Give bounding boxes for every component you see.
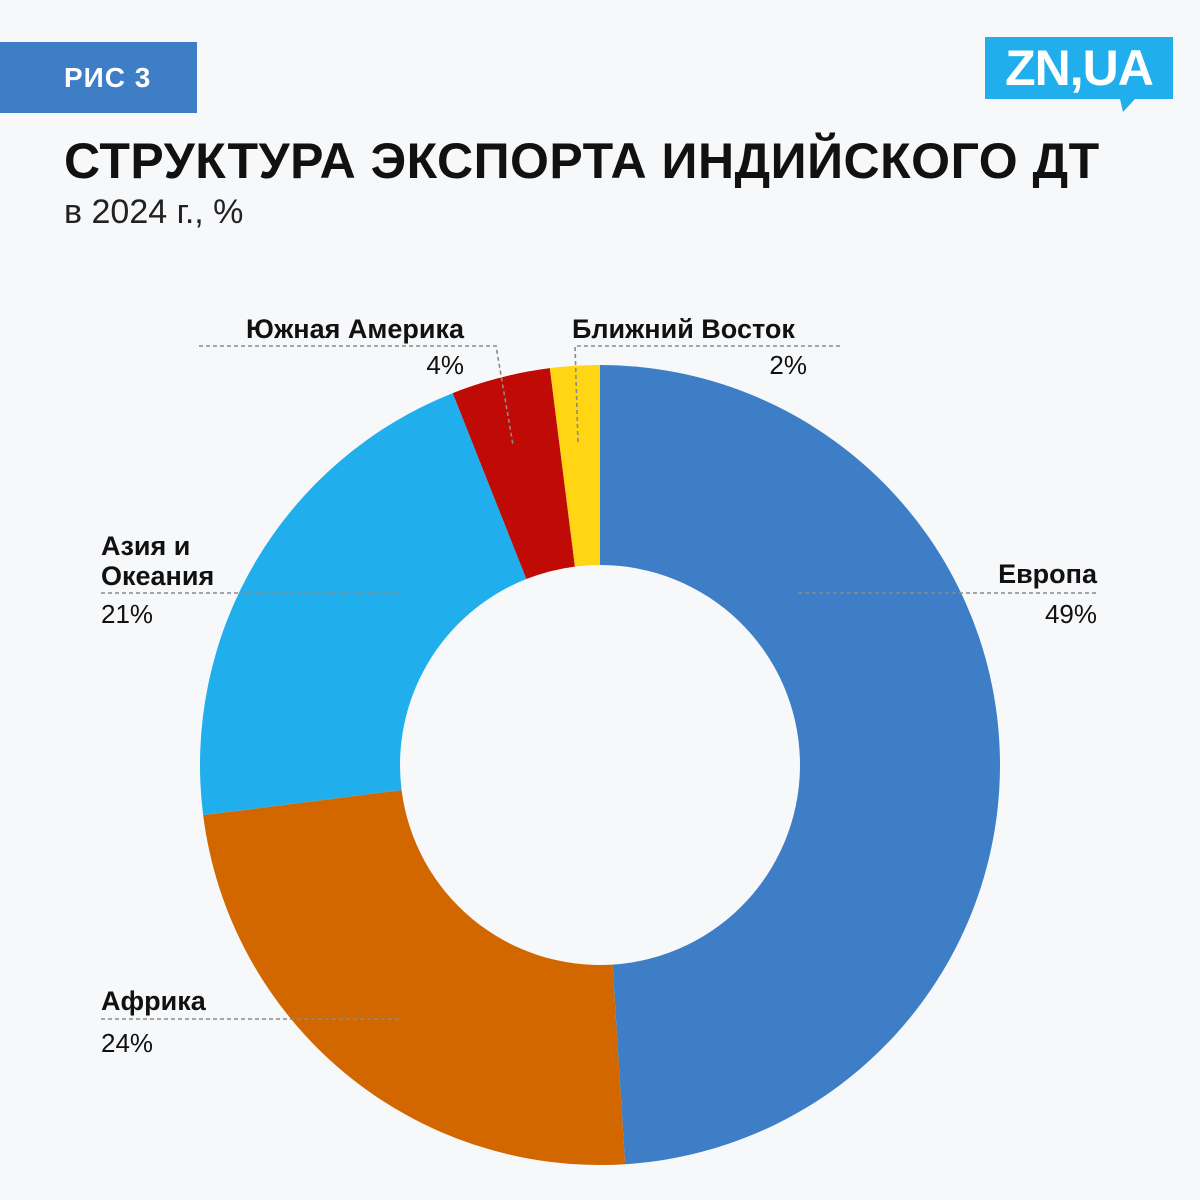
slice-middle-east (549, 365, 600, 567)
slice-label-middle-east: Ближний Восток 2% (572, 314, 843, 443)
slice-south-america (452, 368, 575, 580)
slice-value-label: 24% (101, 1028, 153, 1058)
slice-name-label: Ближний Восток (572, 314, 795, 344)
zn-ua-logo: ZN,UA (985, 37, 1173, 112)
figure-badge: РИС 3 (0, 42, 197, 113)
chart-title: СТРУКТУРА ЭКСПОРТА ИНДИЙСКОГО ДТ (64, 133, 1100, 189)
slice-value-label: 2% (769, 350, 807, 380)
slice-africa (203, 790, 626, 1165)
figure-badge-label: РИС 3 (64, 61, 152, 93)
chart-subtitle: в 2024 г., % (64, 193, 244, 231)
slice-europe (600, 365, 1001, 1165)
slice-name-label: Европа (998, 559, 1098, 589)
logo-text: ZN,UA (1005, 40, 1153, 96)
slice-name-label: Океания (101, 561, 214, 591)
slice-name-label: Африка (101, 986, 207, 1016)
leader-line-middle-east (574, 345, 843, 443)
slice-label-africa: Африка 24% (101, 986, 400, 1058)
slice-label-europe: Европа 49% (798, 559, 1098, 629)
slice-value-label: 21% (101, 599, 153, 629)
slice-label-south-america: Южная Америка 4% (199, 314, 514, 446)
slice-name-label: Азия и (101, 531, 190, 561)
leader-line-south-america (199, 345, 514, 446)
slice-name-label: Южная Америка (246, 314, 465, 344)
zn-ua-logo-icon: ZN,UA (985, 37, 1173, 112)
slice-value-label: 4% (426, 350, 464, 380)
slice-value-label: 49% (1045, 599, 1097, 629)
slice-asia-oceania (199, 393, 527, 816)
